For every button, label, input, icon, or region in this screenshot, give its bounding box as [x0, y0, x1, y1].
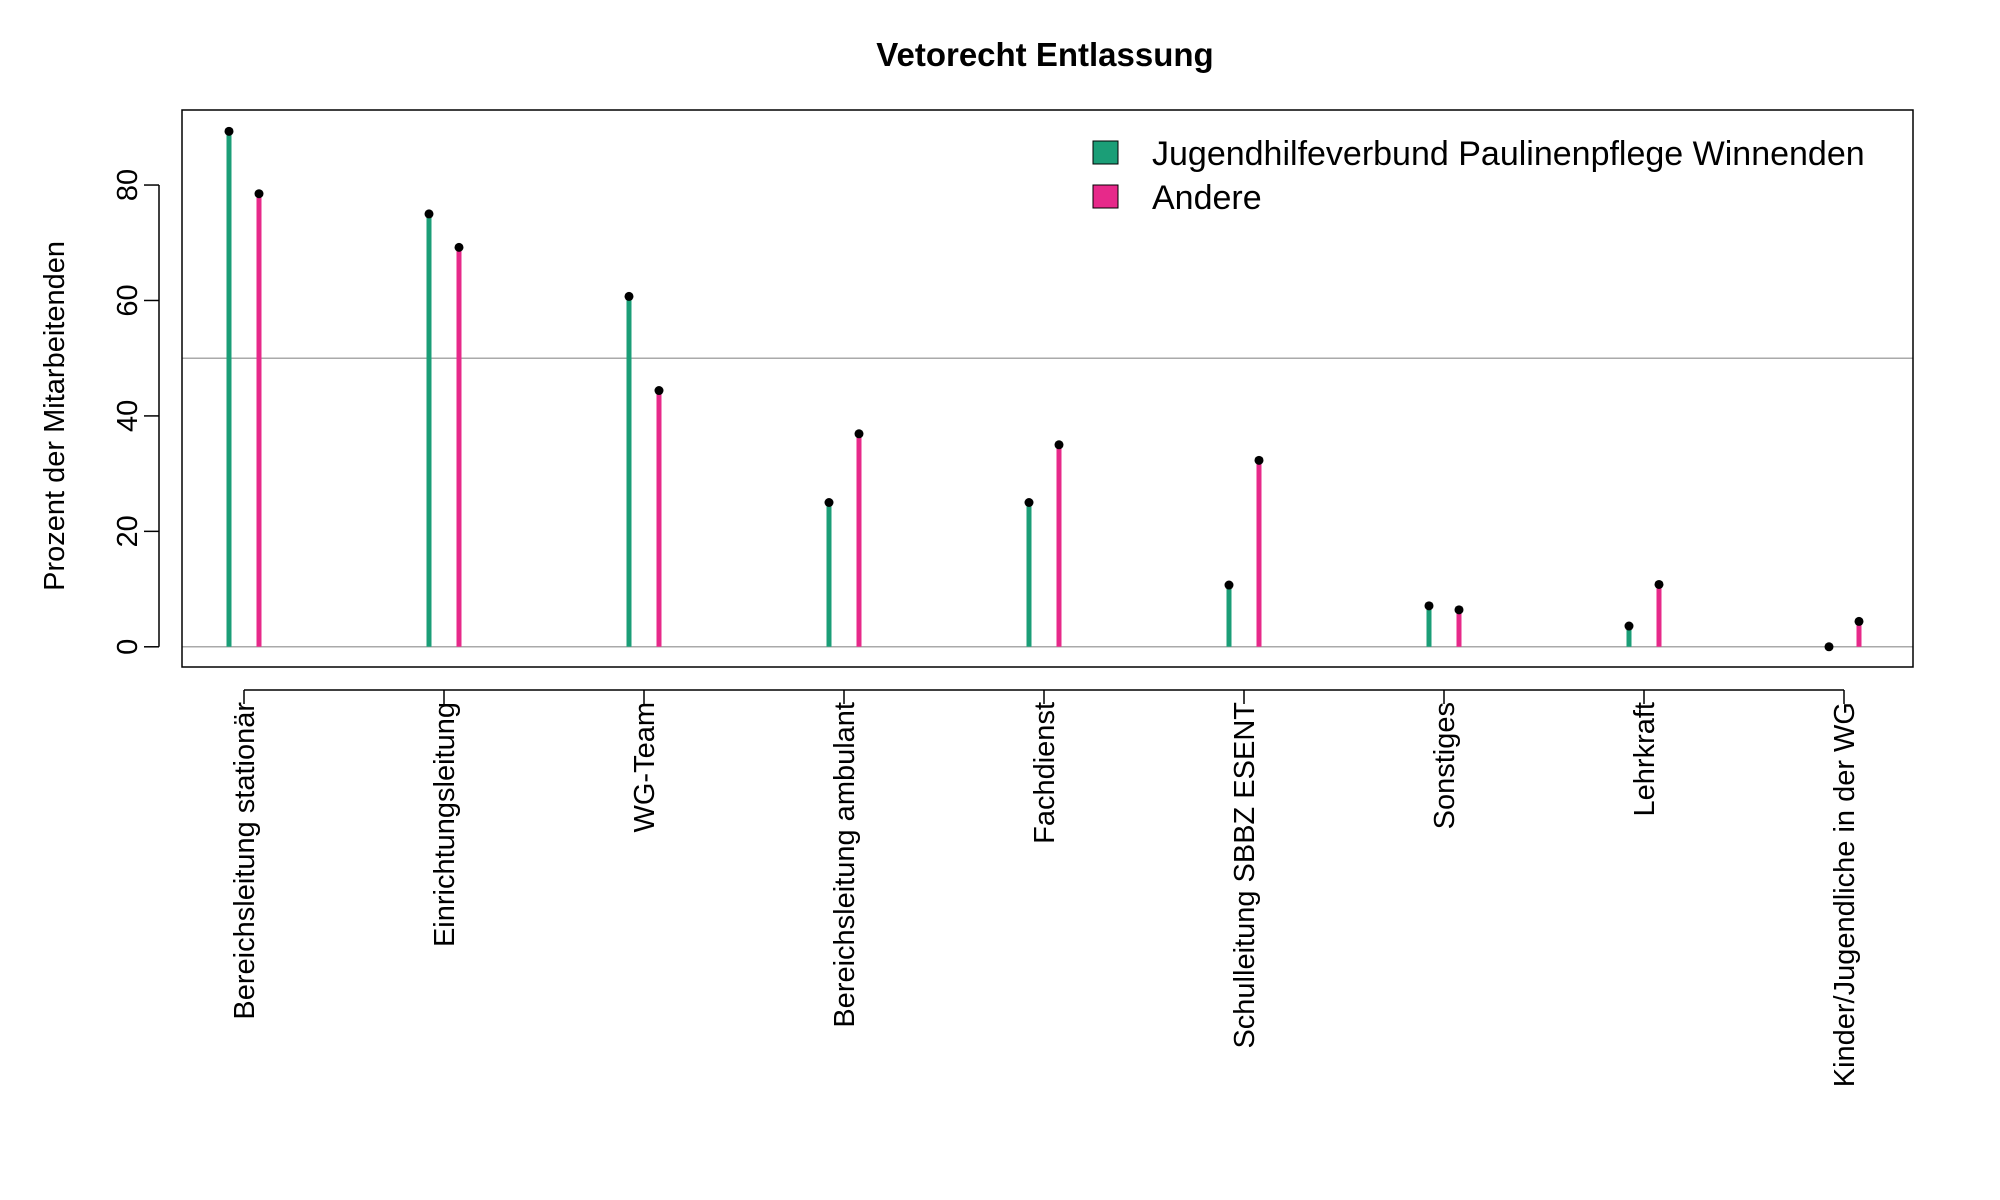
y-tick-label: 60 [112, 284, 144, 316]
point [1224, 580, 1234, 590]
point [824, 497, 834, 507]
x-tick-label: WG-Team [629, 702, 661, 833]
point [854, 429, 864, 439]
legend-label: Andere [1152, 179, 1262, 217]
x-tick-label: Einrichtungsleitung [429, 702, 461, 947]
legend-label: Jugendhilfeverbund Paulinenpflege Winnen… [1152, 135, 1865, 173]
point [1624, 621, 1634, 631]
point [254, 189, 264, 199]
y-tick-label: 20 [112, 515, 144, 547]
point [224, 126, 234, 136]
point [424, 209, 434, 219]
y-tick-label: 0 [112, 639, 144, 655]
point [454, 242, 464, 252]
point [654, 386, 664, 396]
points-group [224, 126, 1864, 652]
x-tick-label: Fachdienst [1029, 702, 1061, 844]
point [1854, 616, 1864, 626]
point [624, 291, 634, 301]
stems-group [226, 131, 1862, 647]
x-tick-label: Lehrkraft [1629, 702, 1661, 816]
y-tick-label: 40 [112, 400, 144, 432]
plot-frame [181, 109, 1914, 668]
point [1054, 440, 1064, 450]
x-tick-label: Schulleitung SBBZ ESENT [1229, 702, 1261, 1049]
legend-swatch [1092, 184, 1119, 209]
chart-title: Vetorecht Entlassung [876, 36, 1213, 73]
x-tick-label: Kinder/Jugendliche in der WG [1829, 702, 1861, 1087]
point [1254, 455, 1264, 465]
legend: Jugendhilfeverbund Paulinenpflege Winnen… [1092, 135, 1865, 217]
point [1654, 579, 1664, 589]
x-tick-label: Sonstiges [1429, 702, 1461, 829]
x-tick-label: Bereichsleitung ambulant [829, 702, 861, 1028]
point [1824, 642, 1834, 652]
y-tick-label: 80 [112, 169, 144, 201]
x-tick-label: Bereichsleitung stationär [229, 702, 261, 1020]
point [1024, 497, 1034, 507]
point [1424, 601, 1434, 611]
y-axis: 0 20 40 60 80 [112, 169, 160, 655]
point [1454, 605, 1464, 615]
legend-swatch [1092, 140, 1119, 165]
x-axis: Bereichsleitung stationär Einrichtungslei… [229, 689, 1861, 1087]
y-axis-label: Prozent der Mitarbeitenden [39, 241, 71, 591]
